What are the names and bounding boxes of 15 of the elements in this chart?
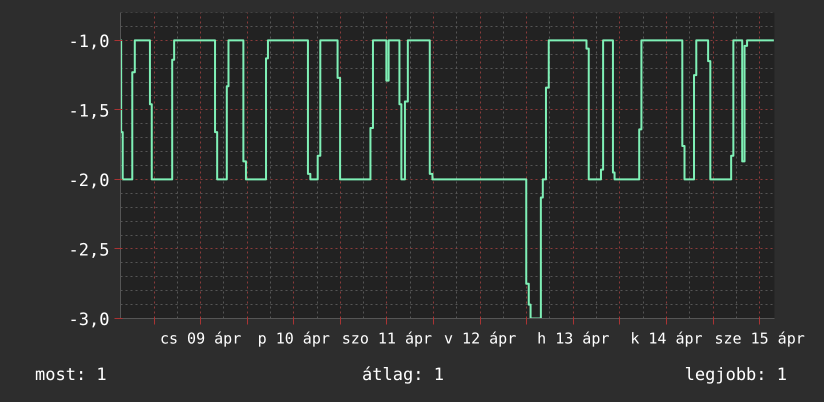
x-tick-label: k 14 ápr <box>630 330 703 348</box>
y-tick-label: -1,5 <box>68 101 110 122</box>
y-tick-label: -3,0 <box>68 310 110 330</box>
x-tick-label: sze 15 ápr <box>714 330 805 348</box>
text: most: 1 <box>35 364 107 387</box>
text: átlag: 1 <box>362 364 444 387</box>
y-tick-label: -2,0 <box>68 170 110 191</box>
x-tick-label: cs 09 ápr <box>160 330 242 348</box>
x-tick-label: p 10 ápr <box>258 330 330 348</box>
x-tick-label: h 13 ápr <box>537 330 610 348</box>
text: legjobb: 1 <box>684 364 787 387</box>
x-tick-label: szo 11 ápr <box>342 330 432 348</box>
x-tick-label: v 12 ápr <box>444 330 516 348</box>
y-tick-label: -1,0 <box>68 32 110 52</box>
y-tick-label: -2,5 <box>68 240 110 260</box>
